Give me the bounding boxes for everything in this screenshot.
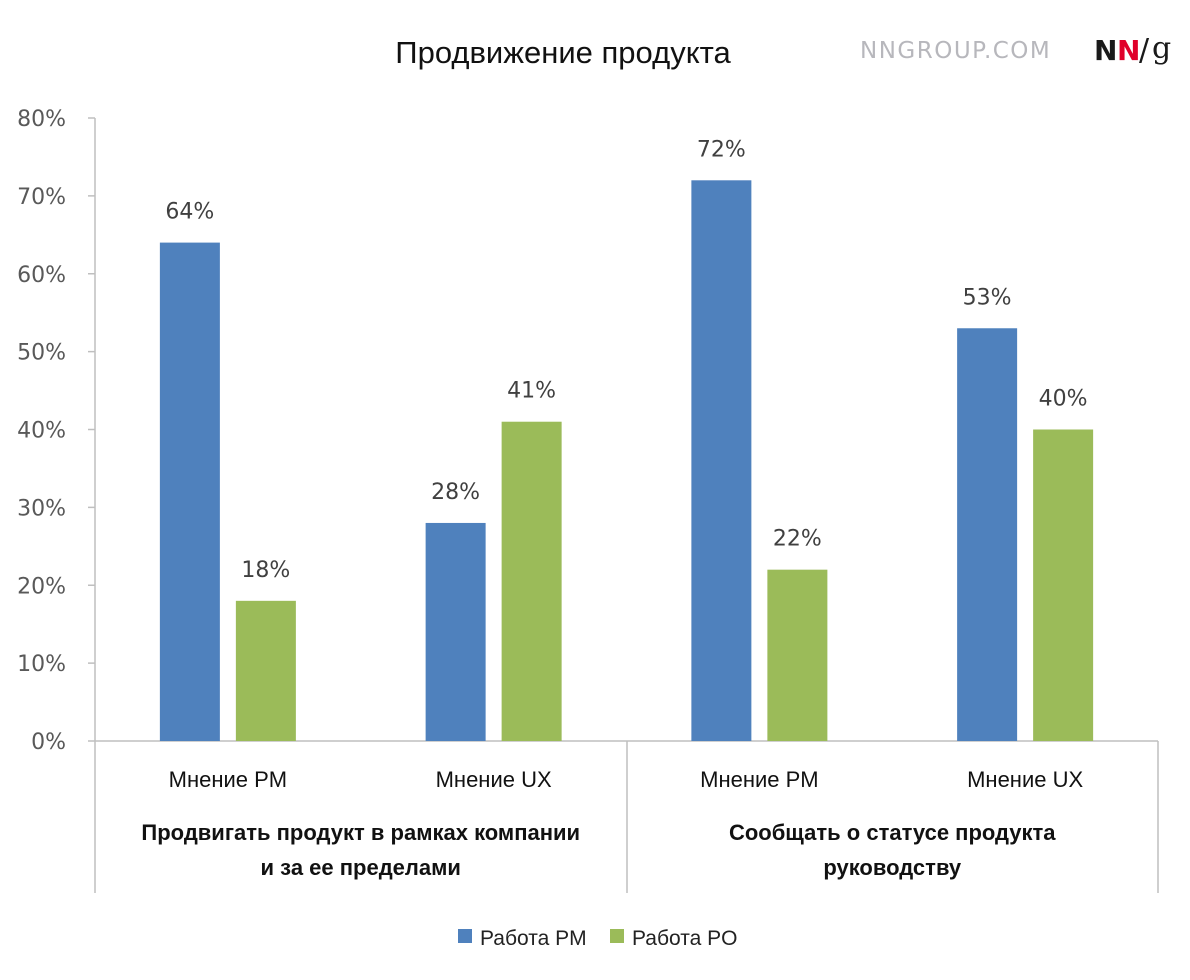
bar <box>957 328 1018 741</box>
group-label-line: и за ее пределами <box>261 855 461 880</box>
bar <box>235 600 296 741</box>
y-tick-label: 20% <box>17 574 66 599</box>
bar <box>767 569 828 741</box>
data-label: 28% <box>431 480 480 505</box>
group-label-line: Сообщать о статусе продукта <box>729 820 1056 845</box>
data-label: 72% <box>697 137 746 162</box>
nng-logo: N N / g <box>1094 31 1171 68</box>
y-tick-label: 40% <box>17 419 66 444</box>
bar <box>1033 429 1094 741</box>
legend-swatch <box>610 929 624 943</box>
chart-title: Продвижение продукта <box>395 35 731 70</box>
category-labels: Мнение PM Мнение UX Мнение PM Мнение UX <box>169 767 1084 792</box>
y-tick-label: 70% <box>17 185 66 210</box>
brand-text: NNGROUP.COM <box>860 38 1051 64</box>
bar <box>501 421 562 741</box>
group-label-line: Продвигать продукт в рамках компании <box>141 820 580 845</box>
data-label: 41% <box>507 379 556 404</box>
legend: Работа PM Работа PO <box>458 927 737 950</box>
legend-swatch <box>458 929 472 943</box>
y-tick-label: 60% <box>17 263 66 288</box>
y-tick-label: 50% <box>17 341 66 366</box>
logo-n1: N <box>1094 34 1117 67</box>
y-tick-label: 30% <box>17 496 66 521</box>
data-labels: 64% 18% 28% 41% 72% 22% 53% 40% <box>165 137 1087 583</box>
bar <box>159 242 220 741</box>
logo-g: g <box>1152 31 1171 66</box>
logo-n2: N <box>1117 34 1140 67</box>
bar <box>425 522 486 741</box>
y-tick-labels: 0% 10% 20% 30% 40% 50% 60% 70% 80% <box>17 107 66 755</box>
group-label-line: руководству <box>823 855 962 880</box>
group-labels: Продвигать продукт в рамках компании и за… <box>141 820 1056 880</box>
category-label: Мнение PM <box>169 767 288 792</box>
legend-label: Работа PM <box>480 927 587 950</box>
data-label: 22% <box>773 527 822 552</box>
data-label: 53% <box>963 285 1012 310</box>
logo-slash: / <box>1139 33 1150 68</box>
category-label: Мнение UX <box>436 767 552 792</box>
category-label: Мнение PM <box>700 767 819 792</box>
category-label: Мнение UX <box>967 767 1083 792</box>
bar <box>691 180 752 742</box>
data-label: 18% <box>241 558 290 583</box>
y-tick-label: 10% <box>17 652 66 677</box>
y-tick-label: 80% <box>17 107 66 132</box>
data-label: 40% <box>1039 387 1088 412</box>
data-label: 64% <box>165 200 214 225</box>
legend-label: Работа PO <box>632 927 737 950</box>
bars <box>159 180 1094 742</box>
y-tick-label: 0% <box>31 730 66 755</box>
